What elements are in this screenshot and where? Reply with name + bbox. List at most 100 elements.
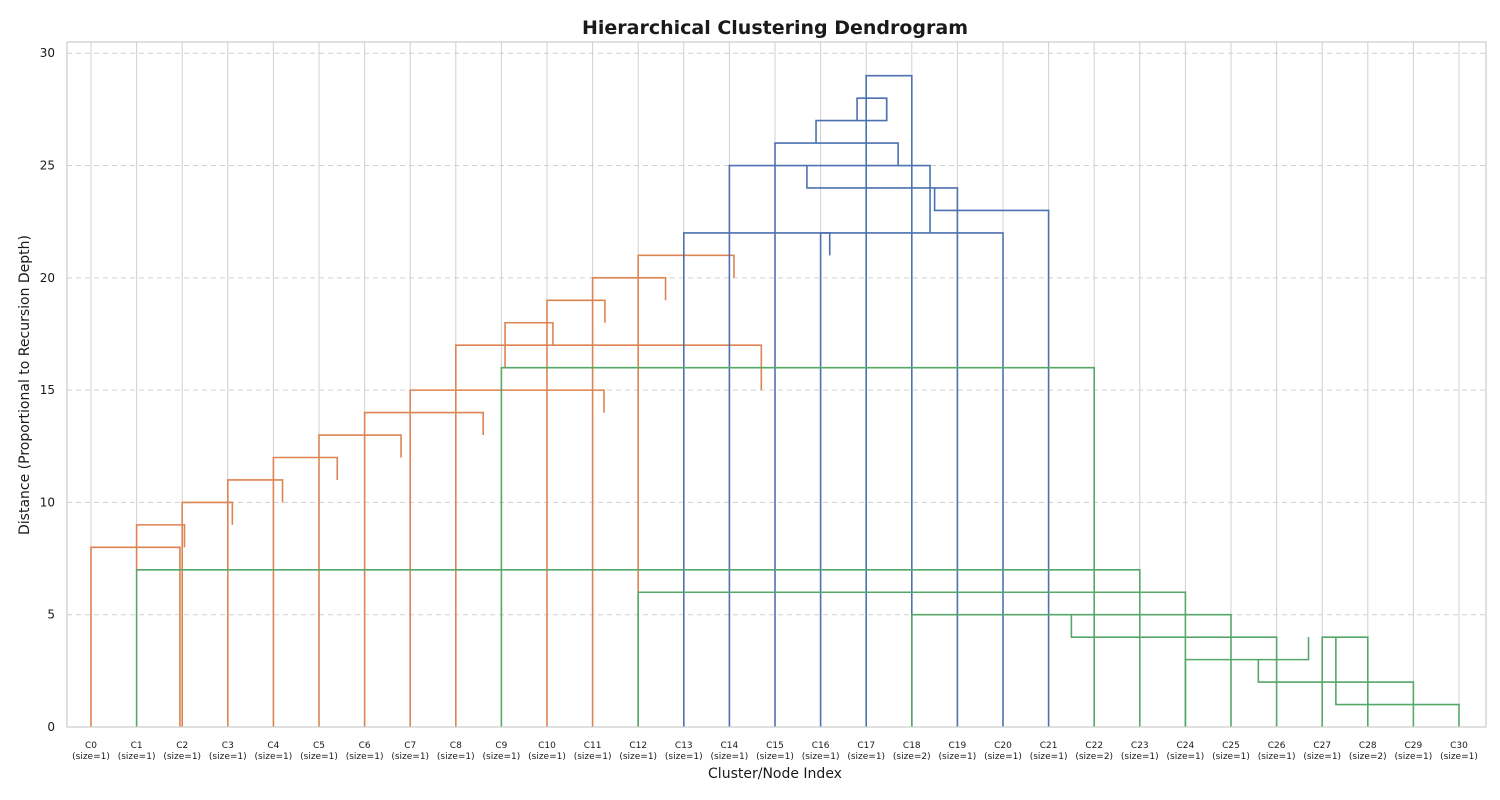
dendrogram-link <box>227 479 284 727</box>
x-tick-label: C13 <box>675 741 693 751</box>
x-tick-label: C30 <box>1450 741 1468 751</box>
x-tick-label: C9 <box>495 741 507 751</box>
x-tick-label: C26 <box>1268 741 1286 751</box>
x-tick-size-label: (size=1) <box>1303 752 1341 762</box>
x-tick-label: C23 <box>1131 741 1149 751</box>
x-tick-label: C3 <box>222 741 234 751</box>
x-tick-size-label: (size=1) <box>163 752 201 762</box>
dendrogram-link <box>591 277 667 727</box>
x-tick-size-label: (size=2) <box>1075 752 1113 762</box>
dendrogram-link <box>500 366 1095 727</box>
plot-frame <box>66 41 1487 728</box>
x-tick-size-label: (size=2) <box>1349 752 1387 762</box>
x-tick-size-label: (size=1) <box>847 752 885 762</box>
dendrogram-link <box>272 456 339 727</box>
y-tick-label: 25 <box>40 159 55 173</box>
dendrogram-link <box>1321 636 1369 727</box>
dendrogram-link <box>504 321 554 368</box>
dendrogram-link <box>1335 637 1460 727</box>
x-tick-size-label: (size=2) <box>893 752 931 762</box>
x-tick-size-label: (size=1) <box>1258 752 1296 762</box>
x-tick-label: C19 <box>949 741 967 751</box>
x-tick-label: C12 <box>629 741 647 751</box>
x-axis-label: Cluster/Node Index <box>708 766 842 782</box>
x-tick-label: C16 <box>812 741 830 751</box>
x-tick-size-label: (size=1) <box>756 752 794 762</box>
x-tick-label: C1 <box>131 741 143 751</box>
x-tick-size-label: (size=1) <box>528 752 566 762</box>
x-tick-size-label: (size=1) <box>1395 752 1433 762</box>
x-tick-size-label: (size=1) <box>711 752 749 762</box>
x-tick-label: C20 <box>994 741 1012 751</box>
x-tick-label: C17 <box>857 741 875 751</box>
dendrogram-link <box>856 97 888 121</box>
x-tick-size-label: (size=1) <box>483 752 521 762</box>
y-tick-label: 10 <box>40 495 55 509</box>
dendrogram-link <box>806 165 959 727</box>
dendrogram-link <box>774 142 899 727</box>
x-tick-label: C27 <box>1313 741 1331 751</box>
y-tick-label: 0 <box>47 720 55 734</box>
dendrogram-link <box>1184 637 1310 727</box>
x-tick-label: C15 <box>766 741 784 751</box>
dendrogram-link <box>409 389 605 727</box>
x-tick-size-label: (size=1) <box>619 752 657 762</box>
x-tick-size-label: (size=1) <box>1121 752 1159 762</box>
x-tick-size-label: (size=1) <box>574 752 612 762</box>
x-tick-size-label: (size=1) <box>1440 752 1478 762</box>
x-tick-label: C29 <box>1405 741 1423 751</box>
x-tick-size-label: (size=1) <box>802 752 840 762</box>
y-tick-label: 20 <box>40 271 55 285</box>
dendrogram-link <box>1070 614 1278 727</box>
dendrogram-link <box>546 299 606 727</box>
x-tick-label: C21 <box>1040 741 1058 751</box>
x-tick-size-label: (size=1) <box>939 752 977 762</box>
x-tick-size-label: (size=1) <box>72 752 110 762</box>
y-tick-label: 15 <box>40 383 55 397</box>
x-tick-label: C11 <box>584 741 602 751</box>
y-axis-label: Distance (Proportional to Recursion Dept… <box>17 235 33 535</box>
x-tick-label: C24 <box>1177 741 1195 751</box>
y-axis-ticks: 0 5 10 15 20 25 30 <box>40 46 55 734</box>
x-tick-label: C5 <box>313 741 325 751</box>
chart-title: Hierarchical Clustering Dendrogram <box>582 17 968 39</box>
x-tick-label: C28 <box>1359 741 1377 751</box>
dendrogram-link <box>728 164 931 727</box>
x-tick-size-label: (size=1) <box>300 752 338 762</box>
dendrogram-link <box>933 187 1050 727</box>
x-tick-size-label: (size=1) <box>1167 752 1205 762</box>
x-tick-label: C2 <box>176 741 188 751</box>
y-tick-label: 30 <box>40 46 55 60</box>
x-tick-label: C4 <box>267 741 279 751</box>
y-tick-label: 5 <box>47 608 55 622</box>
x-tick-size-label: (size=1) <box>984 752 1022 762</box>
x-tick-size-label: (size=1) <box>255 752 293 762</box>
x-tick-label: C18 <box>903 741 921 751</box>
dendrogram-link <box>683 232 831 727</box>
dendrogram-link <box>637 254 735 727</box>
x-tick-size-label: (size=1) <box>1030 752 1068 762</box>
dendrogram-link <box>90 546 181 727</box>
dendrogram-link <box>815 98 888 144</box>
x-tick-label: C6 <box>359 741 371 751</box>
dendrogram-link <box>318 434 402 727</box>
x-tick-size-label: (size=1) <box>118 752 156 762</box>
x-tick-size-label: (size=1) <box>437 752 475 762</box>
x-tick-label: C25 <box>1222 741 1240 751</box>
x-tick-size-label: (size=1) <box>665 752 703 762</box>
x-tick-label: C7 <box>404 741 416 751</box>
x-tick-label: C22 <box>1085 741 1103 751</box>
x-axis-ticks: C0(size=1)C1(size=1)C2(size=1)C3(size=1)… <box>72 741 1478 762</box>
x-tick-label: C14 <box>721 741 739 751</box>
dendrogram-link <box>135 568 1141 727</box>
x-tick-label: C10 <box>538 741 556 751</box>
x-tick-label: C0 <box>85 741 97 751</box>
dendrogram-link <box>135 524 186 570</box>
dendrogram-link <box>865 74 913 727</box>
grid-layer <box>67 42 1486 727</box>
x-tick-size-label: (size=1) <box>1212 752 1250 762</box>
x-tick-size-label: (size=1) <box>346 752 384 762</box>
dendrogram-links <box>90 74 1460 727</box>
x-tick-label: C8 <box>450 741 462 751</box>
